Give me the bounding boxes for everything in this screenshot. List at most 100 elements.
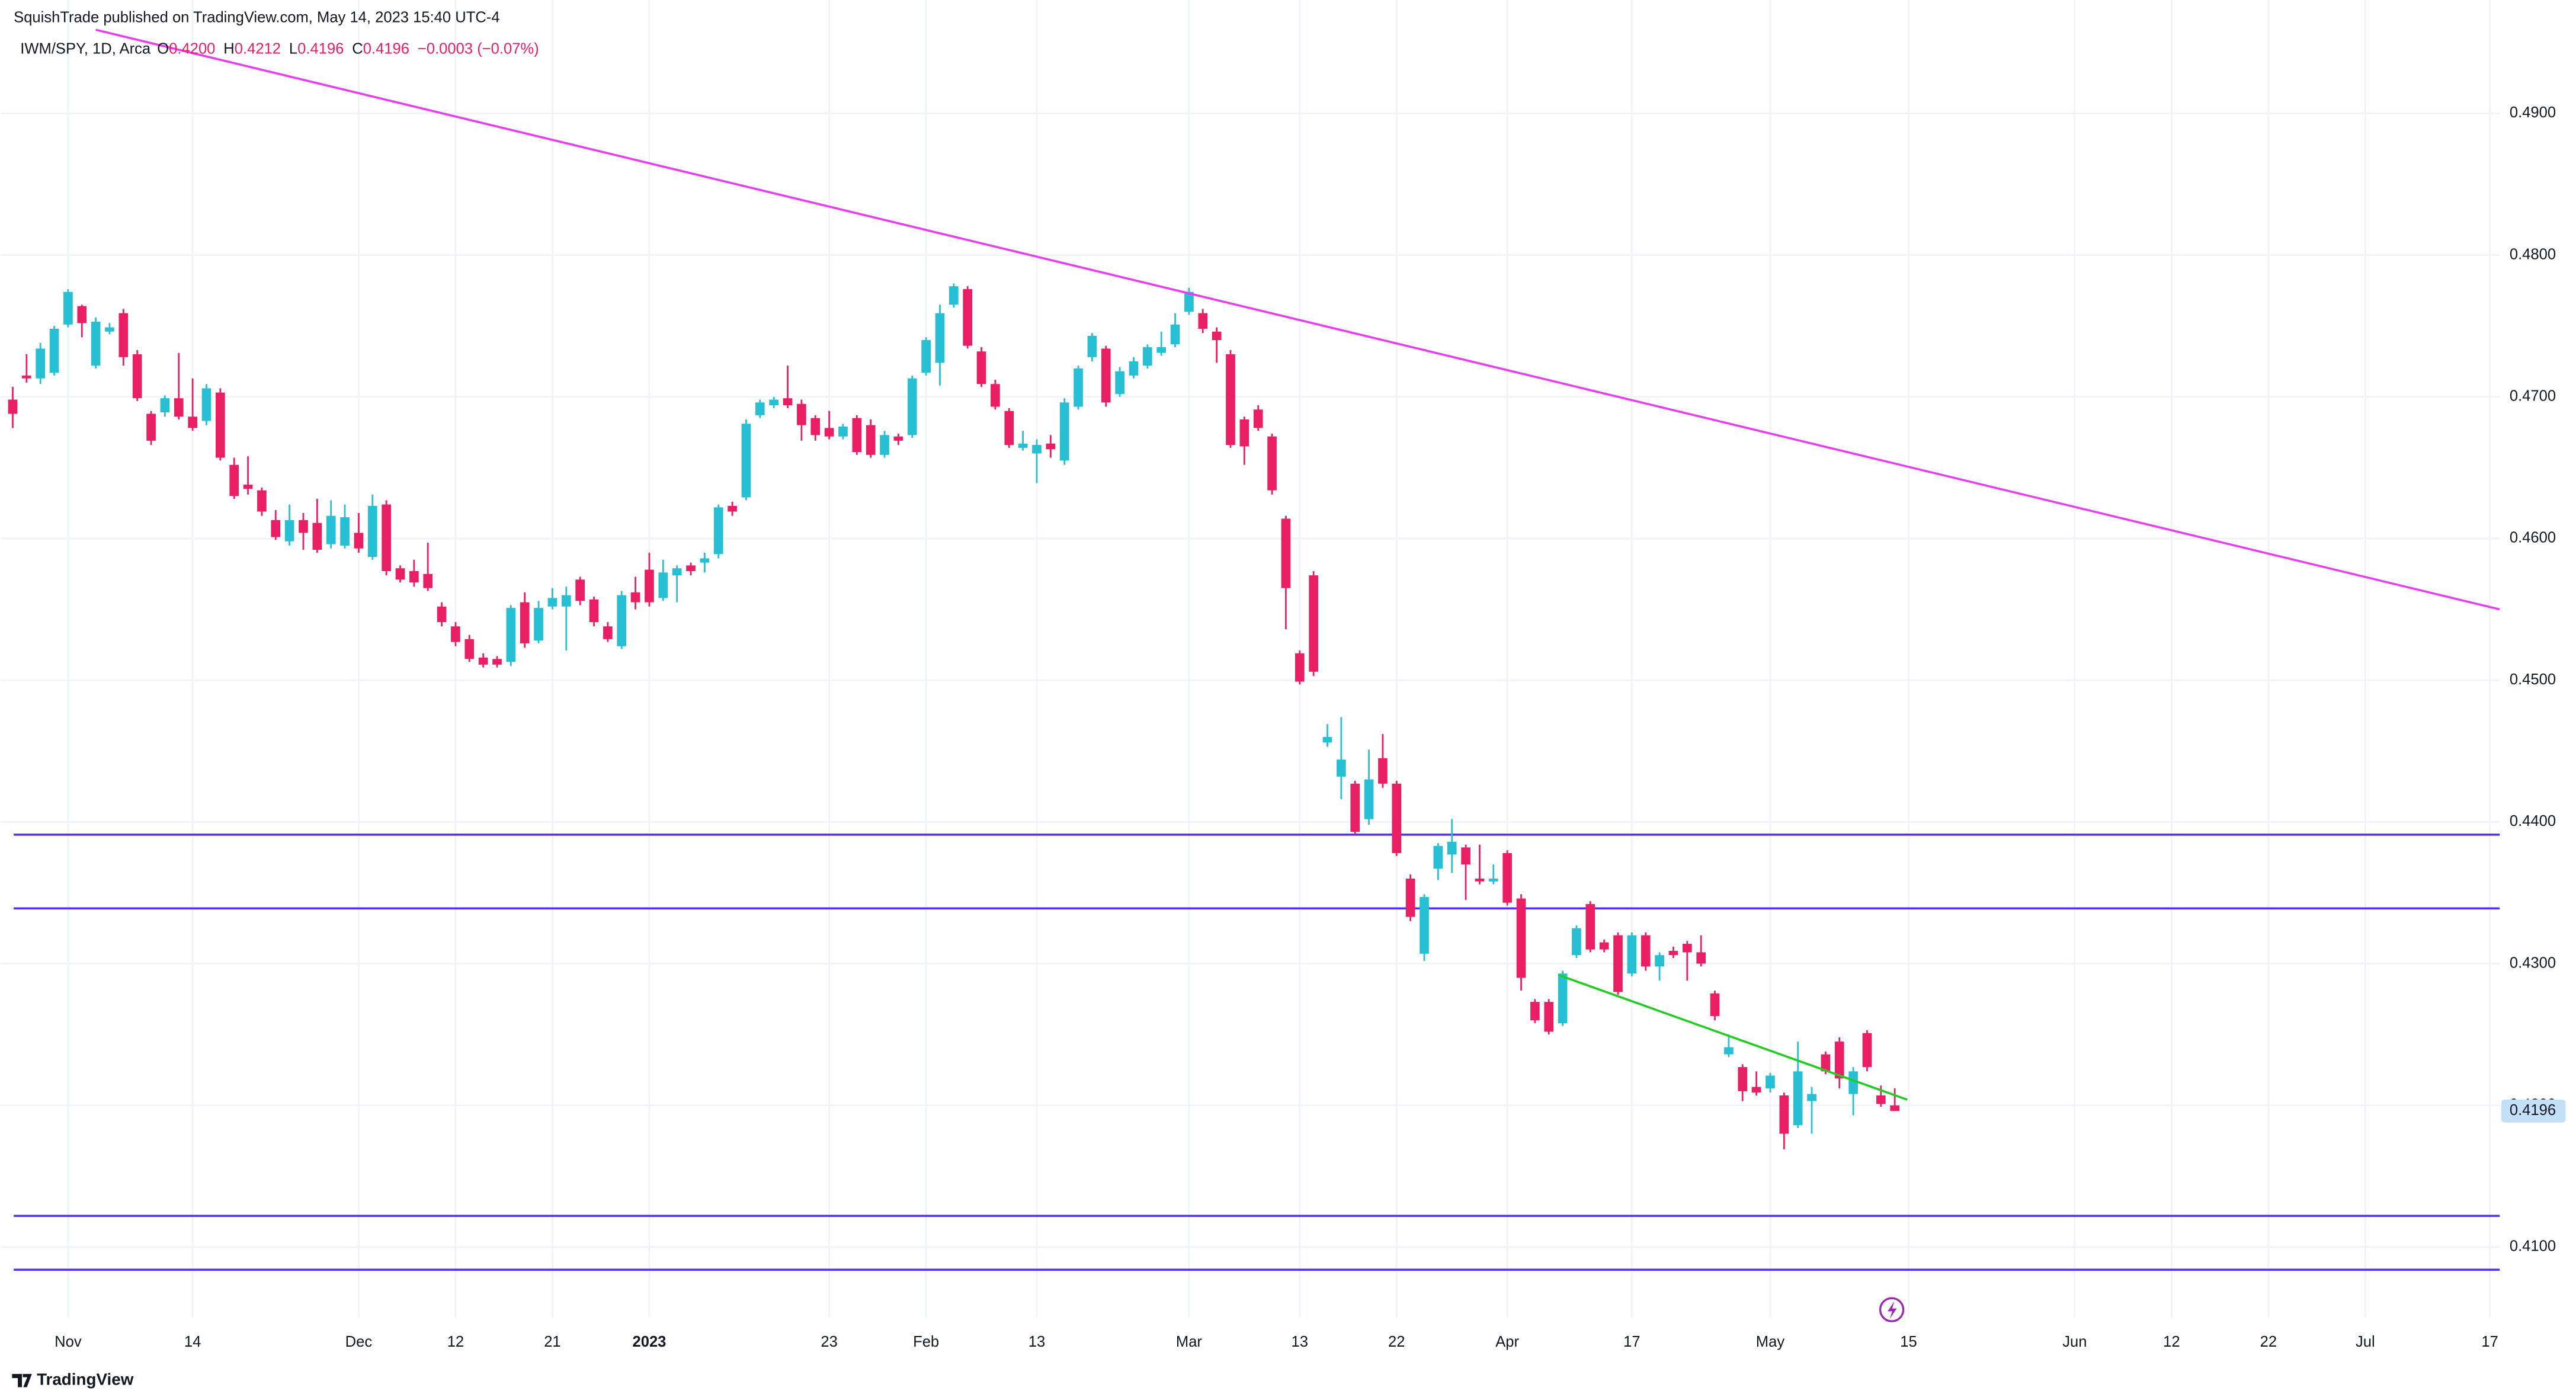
candle xyxy=(1599,939,1609,953)
x-tick-label: May xyxy=(1756,1334,1785,1350)
candle xyxy=(1572,925,1581,958)
x-tick-label: 12 xyxy=(447,1334,464,1350)
candle-body xyxy=(367,505,377,557)
candle-body xyxy=(1156,347,1167,353)
candle xyxy=(1488,864,1498,885)
candle-body xyxy=(1488,879,1498,882)
logo-mark xyxy=(12,1374,32,1388)
candle xyxy=(672,565,682,603)
candle-body xyxy=(1696,952,1706,964)
candle-body xyxy=(534,608,543,641)
x-tick-label: 14 xyxy=(184,1334,201,1350)
candle xyxy=(1475,844,1485,885)
candle xyxy=(49,326,59,376)
candle xyxy=(1004,408,1014,448)
candle xyxy=(188,378,197,431)
candle xyxy=(367,494,377,560)
candle-body xyxy=(645,569,654,603)
candle-body xyxy=(1641,935,1651,967)
ohlc-value: 0.4196 xyxy=(297,40,344,57)
candle-body xyxy=(1627,935,1637,974)
candle xyxy=(1876,1085,1886,1107)
candle-body xyxy=(1655,955,1664,967)
candle-body xyxy=(1751,1087,1761,1093)
candle xyxy=(1420,894,1429,961)
symbol: IWM/SPY, 1D, Arca xyxy=(20,40,151,57)
candle xyxy=(935,305,945,386)
candle-body xyxy=(686,565,696,571)
candle xyxy=(1807,1087,1816,1134)
candle xyxy=(603,622,613,642)
trend-line xyxy=(1558,973,1908,1101)
candle xyxy=(1530,999,1540,1023)
candle xyxy=(1848,1067,1858,1116)
candle-body xyxy=(810,418,821,435)
candle xyxy=(409,559,419,587)
candle-body xyxy=(354,533,364,549)
candle-body xyxy=(340,517,350,546)
candle-body xyxy=(49,328,59,373)
candle-body xyxy=(1682,944,1692,953)
candle xyxy=(1295,650,1305,685)
candle xyxy=(741,419,751,501)
candle-body xyxy=(797,403,806,425)
x-tick-label: 13 xyxy=(1029,1334,1045,1350)
candle-body xyxy=(1834,1042,1844,1079)
y-tick-label: 0.4100 xyxy=(2510,1238,2556,1255)
candle-body xyxy=(866,425,876,455)
ohlc-key: C xyxy=(352,40,363,57)
candle xyxy=(243,456,253,495)
candle xyxy=(1170,313,1180,348)
candle xyxy=(1364,749,1374,825)
candle-body xyxy=(520,602,530,643)
candle-body xyxy=(326,515,336,544)
y-tick-label: 0.4300 xyxy=(2510,954,2556,971)
candle xyxy=(1322,724,1332,747)
candle-body xyxy=(1766,1075,1775,1089)
candle xyxy=(921,337,931,376)
candle xyxy=(382,500,391,576)
candle xyxy=(520,592,530,648)
candle-body xyxy=(630,592,640,603)
candle xyxy=(810,415,821,441)
x-tick-label: 21 xyxy=(544,1334,560,1350)
ohlc-key: H xyxy=(223,40,234,57)
candle-body xyxy=(1087,335,1097,357)
candle xyxy=(1018,431,1028,451)
candle-body xyxy=(893,436,903,441)
candle-body xyxy=(1129,361,1139,376)
candle-body xyxy=(1059,402,1069,461)
alert-bolt[interactable] xyxy=(1888,1301,1897,1319)
alert-icon[interactable] xyxy=(1879,1297,1905,1322)
candle xyxy=(451,622,460,646)
last-price-label: 0.4196 xyxy=(2510,1102,2556,1119)
candle-body xyxy=(1779,1095,1789,1134)
candle xyxy=(36,342,46,385)
candle-body xyxy=(284,520,294,542)
candle-body xyxy=(603,626,613,639)
candle-body xyxy=(132,354,142,399)
candle-body xyxy=(1516,898,1526,978)
candle-body xyxy=(1710,993,1720,1017)
candle-body xyxy=(1281,518,1291,588)
candle xyxy=(174,353,184,420)
candle-body xyxy=(146,414,156,441)
candle xyxy=(271,510,281,540)
candle xyxy=(1779,1092,1789,1149)
candle xyxy=(1641,932,1651,971)
candle xyxy=(824,411,834,440)
candle xyxy=(658,559,668,601)
publisher-line: SquishTrade published on TradingView.com… xyxy=(14,9,499,25)
candle xyxy=(91,317,101,369)
candle-body xyxy=(118,313,129,357)
candle-body xyxy=(741,424,751,498)
candle xyxy=(506,605,516,667)
candle-body xyxy=(1599,942,1609,950)
ohlc-key: O xyxy=(157,40,169,57)
candle xyxy=(1239,416,1249,465)
candle-body xyxy=(243,485,253,489)
candle xyxy=(1433,843,1443,880)
candle xyxy=(1350,780,1360,835)
candle xyxy=(700,552,710,573)
